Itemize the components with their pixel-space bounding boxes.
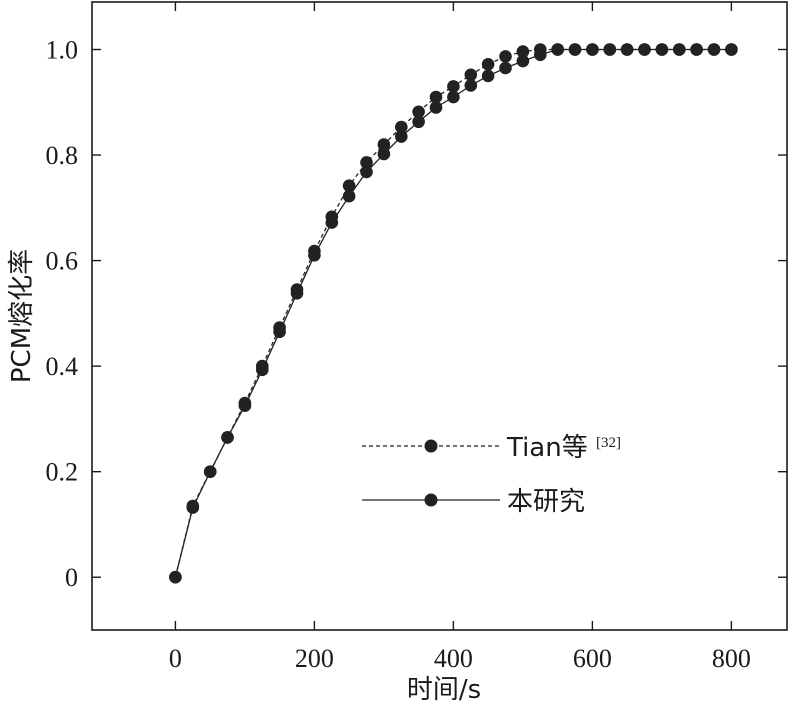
series-2-line xyxy=(174,48,732,578)
series-1-point xyxy=(499,50,512,63)
series-2-point xyxy=(568,43,582,56)
legend-label-this-study: 本研究 xyxy=(507,487,585,517)
x-axis-title: 时间/s xyxy=(407,675,481,705)
legend-item-this-study: 本研究 xyxy=(362,487,585,517)
series-2-point xyxy=(308,249,321,262)
series-2-point xyxy=(534,48,547,62)
series-1-point xyxy=(395,120,408,134)
series-1-point xyxy=(464,68,478,82)
series-1-point xyxy=(412,105,425,119)
series-2-point xyxy=(516,54,530,68)
y-tick-label: 0.4 xyxy=(46,352,79,381)
y-tick-label: 0.8 xyxy=(46,141,79,170)
series-2-point xyxy=(360,165,373,179)
series-2-point xyxy=(273,325,286,339)
series-2-point xyxy=(203,465,217,479)
series-2-point xyxy=(638,43,651,56)
series-1-line xyxy=(174,48,732,578)
legend-label-tian-name: Tian等 xyxy=(506,433,588,463)
legend-item-tian: Tian等 [32] xyxy=(362,433,621,463)
series-1-point xyxy=(447,80,460,93)
series-1-point xyxy=(342,179,356,192)
series-2-point xyxy=(673,43,686,56)
y-tick-label: 0.2 xyxy=(46,458,79,487)
series-1-point xyxy=(377,138,391,151)
series-1-point xyxy=(516,45,530,58)
series-2-point xyxy=(725,43,738,56)
series-1-point xyxy=(481,58,495,71)
y-axis-title: PCM熔化率 xyxy=(7,249,37,383)
series-2-point xyxy=(325,216,339,229)
series-1-point xyxy=(429,90,443,104)
series-2-point xyxy=(499,61,512,75)
x-tick-label: 800 xyxy=(712,644,751,673)
series-2-point xyxy=(186,501,200,514)
y-tick-label: 1.0 xyxy=(46,35,79,64)
legend-swatch-marker xyxy=(424,439,438,453)
legend-swatch-marker xyxy=(424,493,438,507)
series-2-point xyxy=(342,189,356,203)
x-tick-label: 200 xyxy=(295,644,334,673)
legend-label-tian-ref: [32] xyxy=(596,435,621,451)
series-2-point xyxy=(447,90,460,104)
series-2-point xyxy=(620,43,634,56)
legend: Tian等 [32] 本研究 xyxy=(362,433,621,517)
series-2-point xyxy=(377,147,391,161)
series-2-point xyxy=(412,115,425,129)
y-tick-label: 0 xyxy=(65,563,78,592)
series-2-point xyxy=(238,399,252,413)
y-tick-label: 0.6 xyxy=(46,247,79,276)
series-2-point xyxy=(169,570,182,584)
series-2-point xyxy=(429,101,443,114)
series-2-point xyxy=(707,43,721,56)
series-1-point xyxy=(360,156,373,169)
series-2-point xyxy=(551,43,564,56)
series-2-point xyxy=(395,130,408,143)
series-2-point xyxy=(481,69,495,83)
series-2-point xyxy=(655,43,669,56)
series-2-point xyxy=(464,79,478,92)
series-2-point xyxy=(586,43,599,56)
plot-frame xyxy=(91,1,788,631)
x-tick-label: 0 xyxy=(169,644,182,673)
series-2-point xyxy=(221,431,234,444)
series-2-point xyxy=(290,287,304,300)
x-tick-label: 600 xyxy=(573,644,612,673)
series-2-point xyxy=(603,43,617,56)
series-2-point xyxy=(690,43,703,56)
data-series xyxy=(169,43,738,584)
series-2-point xyxy=(255,363,269,377)
x-tick-label: 400 xyxy=(434,644,473,673)
legend-label-tian: Tian等 [32] xyxy=(506,433,621,463)
axis-ticks: 0 200 400 600 800 0 0.2 0.4 0.6 0.8 1.0 xyxy=(46,2,787,673)
